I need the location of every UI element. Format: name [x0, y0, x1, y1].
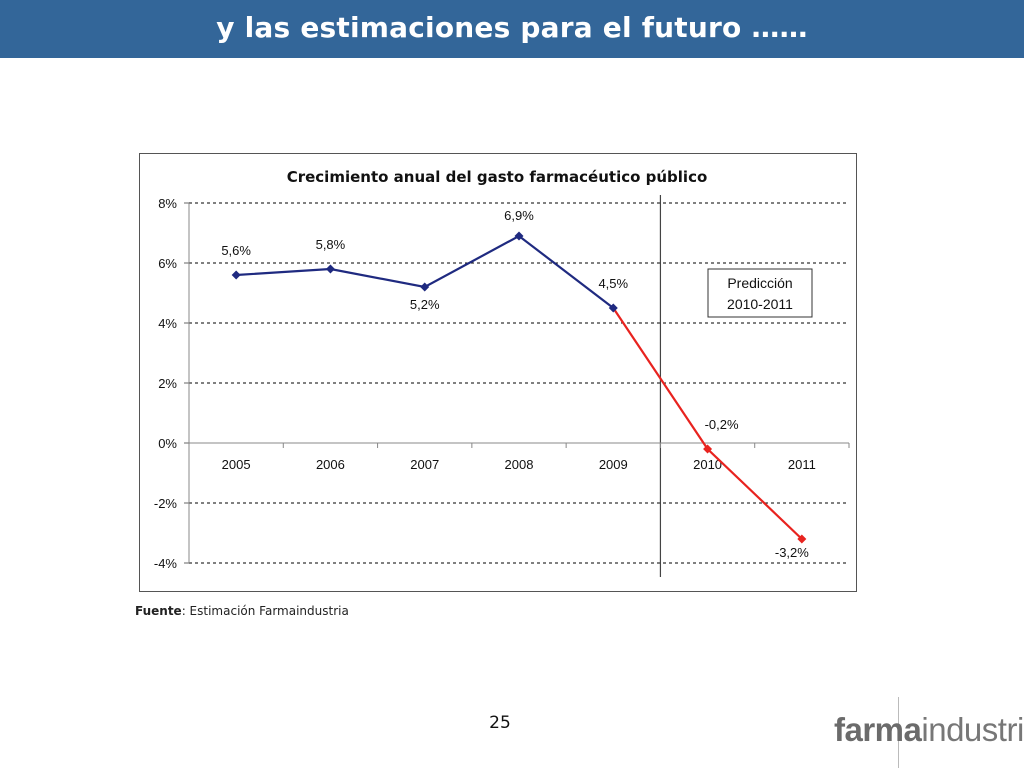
slide-title: y las estimaciones para el futuro ……	[216, 11, 808, 44]
logo-bold-text: farma	[834, 711, 922, 748]
data-point-marker	[420, 282, 430, 292]
data-label: 6,9%	[504, 208, 534, 223]
annotation-layer: Predicción 2010-2011	[707, 268, 813, 318]
series-layer	[231, 231, 807, 544]
y-tick-label: -4%	[154, 556, 178, 571]
data-point-marker	[231, 270, 241, 280]
logo-divider	[898, 697, 899, 768]
data-label: -3,2%	[775, 545, 809, 560]
y-tick-label: 2%	[158, 376, 177, 391]
data-point-marker	[608, 303, 618, 313]
x-tick-label: 2005	[222, 457, 251, 472]
data-point-marker	[703, 444, 713, 454]
data-point-marker	[797, 534, 807, 544]
x-tick-label: 2007	[410, 457, 439, 472]
data-point-marker	[325, 264, 335, 274]
logo-light-text: industria	[921, 711, 1024, 748]
y-tick-label: -2%	[154, 496, 178, 511]
x-tick-label: 2006	[316, 457, 345, 472]
y-tick-label: 8%	[158, 196, 177, 211]
data-label: 5,8%	[316, 237, 346, 252]
prediction-label-line2: 2010-2011	[727, 296, 793, 312]
source-text: : Estimación Farmaindustria	[181, 604, 349, 618]
label-layer: 5,6% 5,8% 5,2% 6,9% 4,5% -0,2% -3,2%	[221, 208, 809, 560]
chart-frame	[139, 153, 857, 592]
source-note: Fuente: Estimación Farmaindustria	[135, 604, 349, 618]
x-tick-label: 2010	[693, 457, 722, 472]
farmaindustria-logo: farmaindustria	[834, 711, 1024, 749]
grid-layer	[189, 195, 849, 577]
chart-title: Crecimiento anual del gasto farmacéutico…	[287, 168, 708, 186]
x-tick-label: 2008	[505, 457, 534, 472]
prediction-box	[707, 268, 813, 318]
y-tick-label: 0%	[158, 436, 177, 451]
y-tick-label: 4%	[158, 316, 177, 331]
prediction-label-line1: Predicción	[727, 275, 792, 291]
data-point-marker	[514, 231, 524, 241]
title-bar: y las estimaciones para el futuro ……	[0, 0, 1024, 58]
data-label: 5,6%	[221, 243, 251, 258]
axis-layer: 8% 6% 4% 2% 0% -2% -4% 2005 2006 2007 2008 2009 2010…	[154, 196, 850, 571]
x-tick-label: 2009	[599, 457, 628, 472]
y-tick-label: 6%	[158, 256, 177, 271]
x-tick-label: 2011	[788, 457, 816, 472]
data-label: 5,2%	[410, 297, 440, 312]
data-label: -0,2%	[705, 417, 739, 432]
source-label: Fuente	[135, 604, 182, 618]
page-number: 25	[489, 713, 511, 733]
data-label: 4,5%	[598, 276, 628, 291]
